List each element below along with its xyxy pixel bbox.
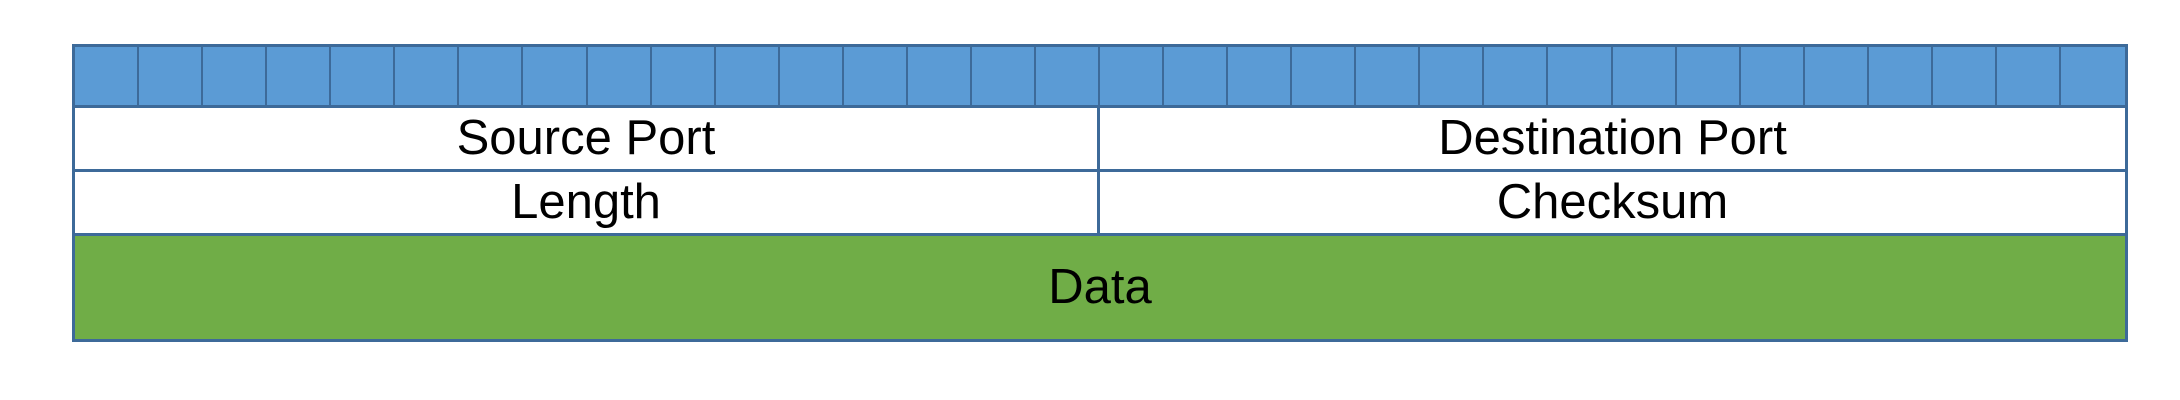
source-port-field: Source Port — [72, 108, 1100, 172]
destination-port-label: Destination Port — [1438, 111, 1787, 165]
bit-cell — [1932, 47, 1997, 105]
bit-cell — [1740, 47, 1805, 105]
bit-cell — [267, 47, 332, 105]
source-port-label: Source Port — [456, 111, 716, 165]
bit-cell — [331, 47, 396, 105]
bit-cell — [1868, 47, 1933, 105]
bit-cell — [779, 47, 844, 105]
data-payload: Data — [72, 236, 2128, 342]
bit-cell — [843, 47, 908, 105]
header-row-1: Source Port Destination Port — [72, 108, 2128, 172]
bit-cell — [1804, 47, 1869, 105]
bit-cell — [523, 47, 588, 105]
bit-cell — [907, 47, 972, 105]
bit-cell — [139, 47, 204, 105]
bit-cell — [1100, 47, 1165, 105]
bit-cell — [459, 47, 524, 105]
bit-cell — [75, 47, 140, 105]
bit-cell — [2060, 47, 2125, 105]
bit-cell — [1676, 47, 1741, 105]
bit-cell — [651, 47, 716, 105]
bit-cell — [203, 47, 268, 105]
bit-cell — [587, 47, 652, 105]
bit-cell — [971, 47, 1036, 105]
bit-cell — [1164, 47, 1229, 105]
bit-cell — [1292, 47, 1357, 105]
checksum-label: Checksum — [1496, 175, 1729, 229]
bit-cell — [395, 47, 460, 105]
length-label: Length — [511, 175, 661, 229]
bit-cell — [1612, 47, 1677, 105]
bit-cell — [1035, 47, 1100, 105]
checksum-field: Checksum — [1100, 172, 2128, 236]
data-label: Data — [1048, 260, 1152, 314]
bit-cell — [1484, 47, 1549, 105]
bit-cell — [1420, 47, 1485, 105]
bit-ruler — [72, 44, 2128, 108]
length-field: Length — [72, 172, 1100, 236]
bit-cell — [1548, 47, 1613, 105]
destination-port-field: Destination Port — [1100, 108, 2128, 172]
udp-header-diagram: Source Port Destination Port Length Chec… — [72, 44, 2128, 342]
bit-cell — [1356, 47, 1421, 105]
header-row-2: Length Checksum — [72, 172, 2128, 236]
bit-cell — [1228, 47, 1293, 105]
bit-cell — [1996, 47, 2061, 105]
bit-cell — [715, 47, 780, 105]
